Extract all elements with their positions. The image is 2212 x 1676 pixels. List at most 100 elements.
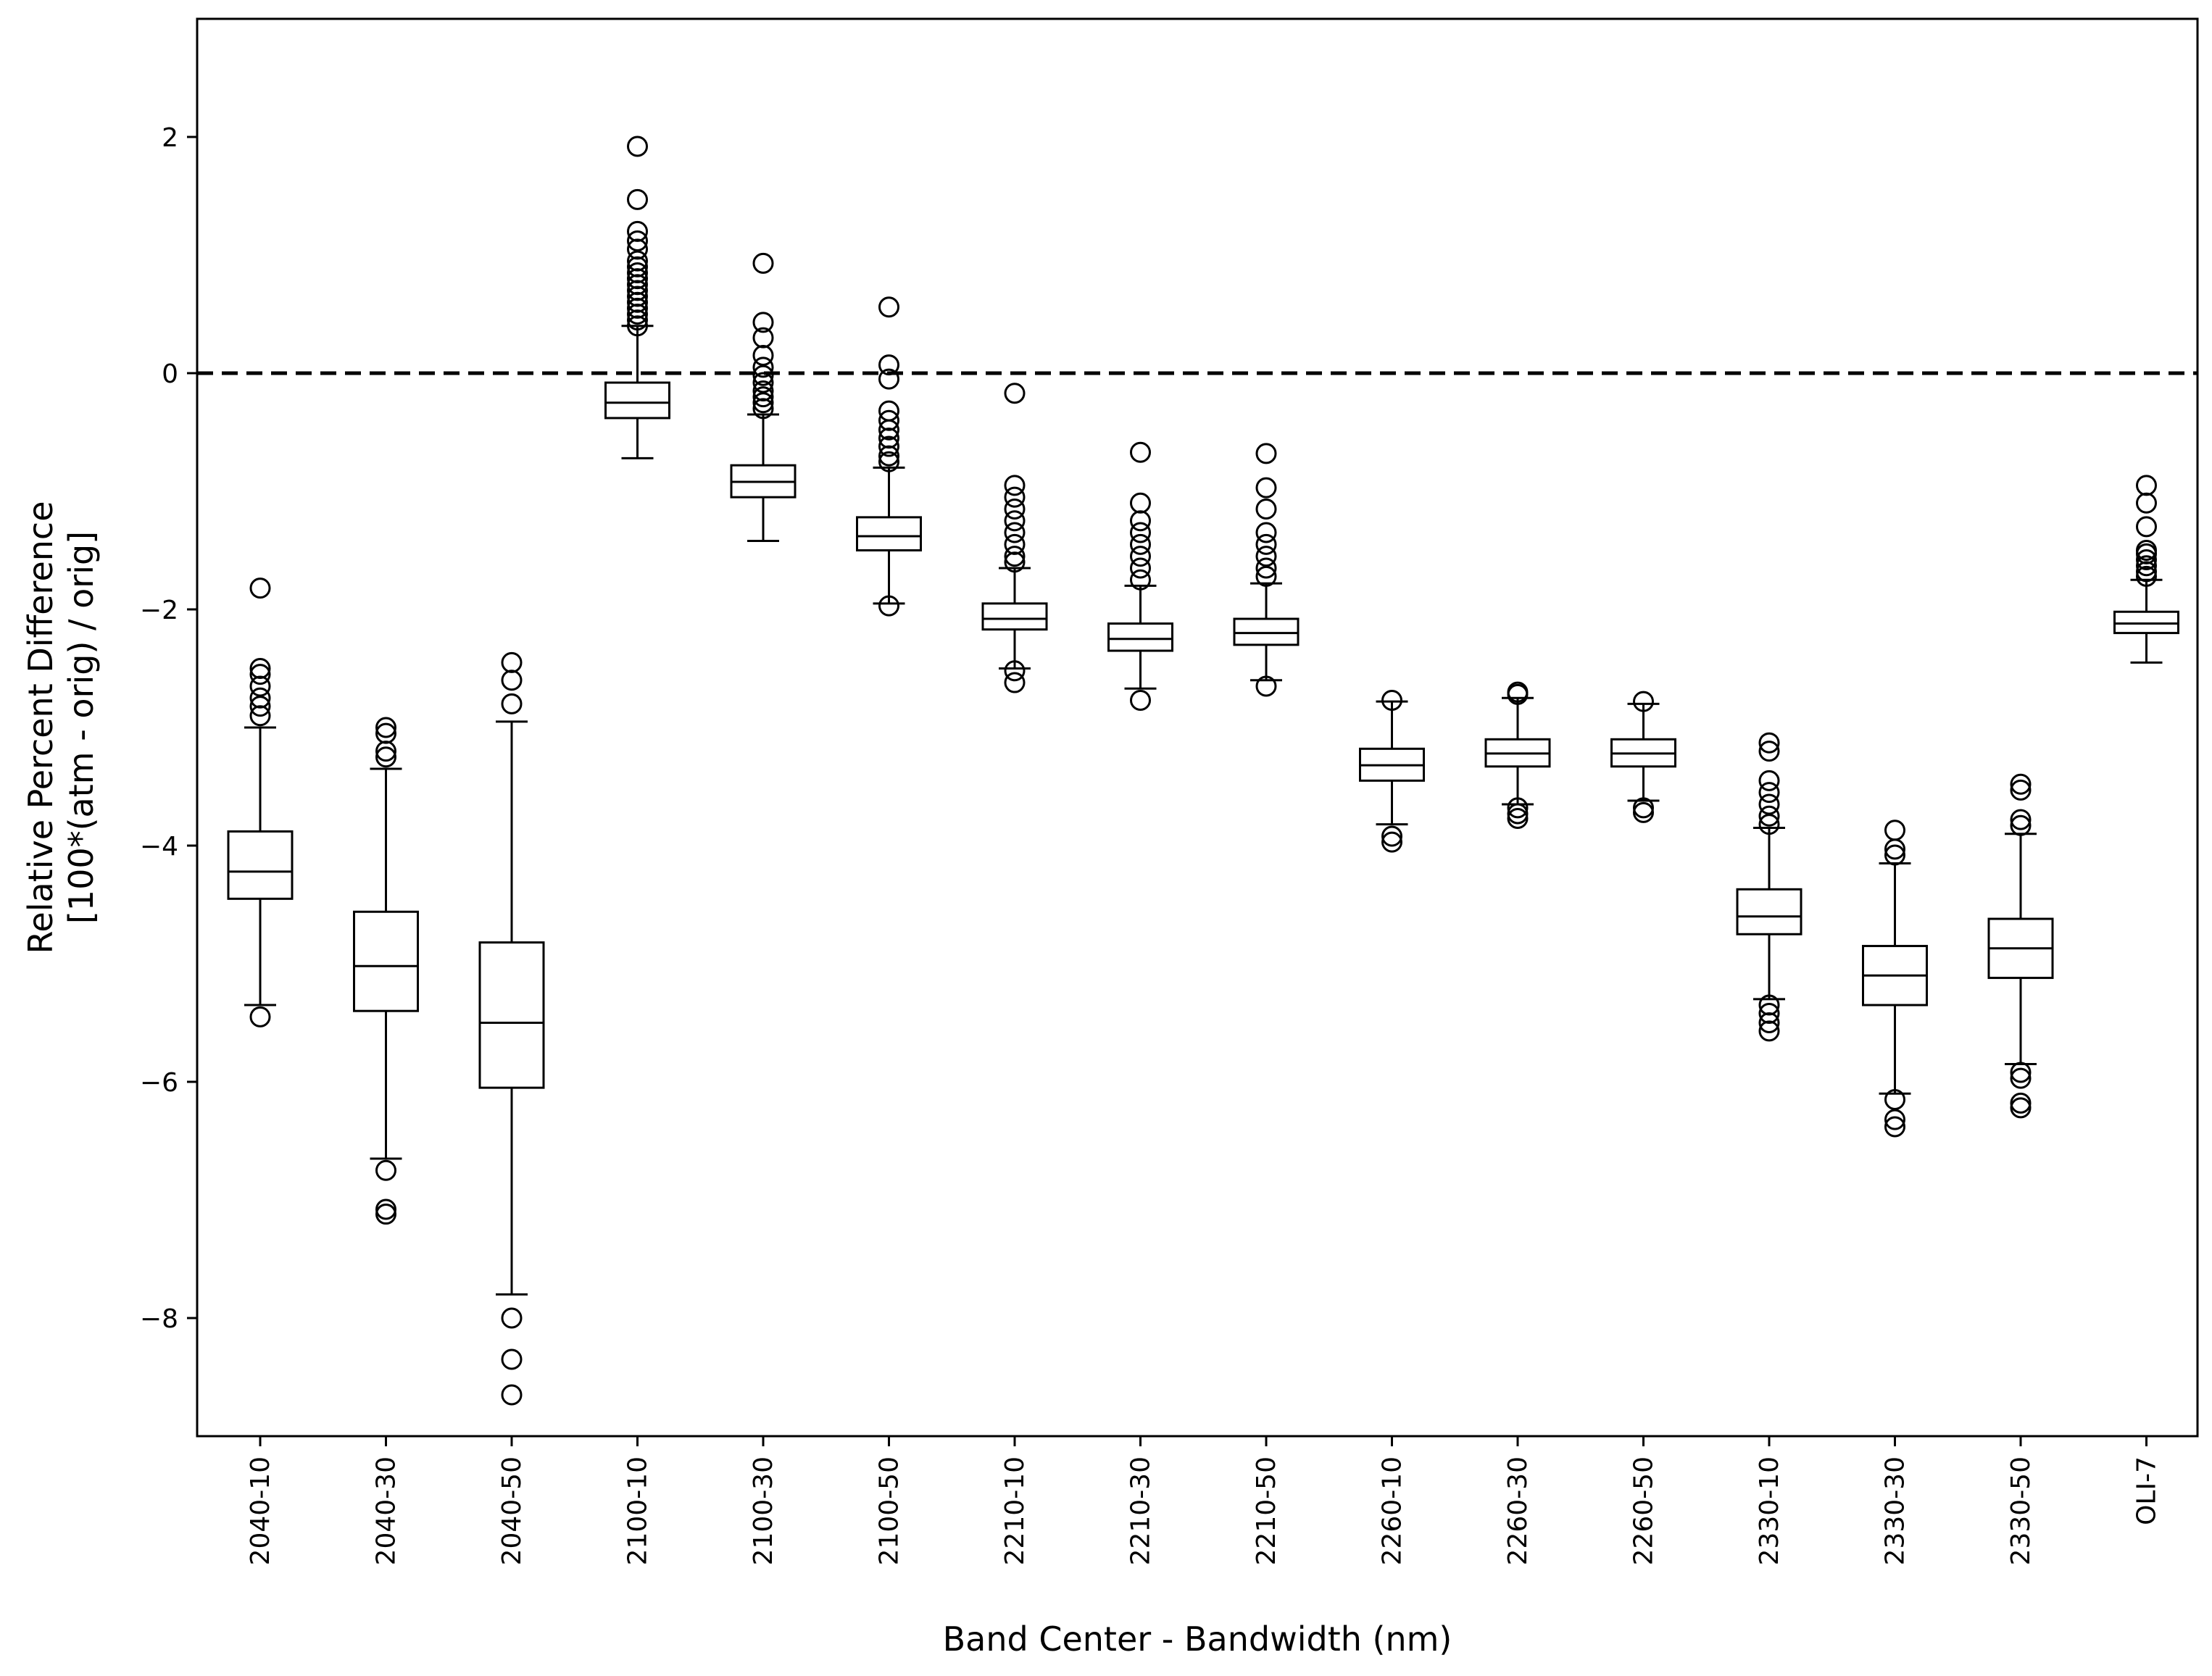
outlier-point bbox=[1130, 510, 1151, 532]
outlier-point bbox=[1004, 510, 1026, 532]
outlier-point bbox=[1130, 690, 1151, 712]
x-tick-label: 2040-50 bbox=[497, 1456, 527, 1565]
plot-area-frame bbox=[196, 17, 2199, 1438]
outlier-point bbox=[1884, 1116, 1905, 1138]
box-2210-50 bbox=[1233, 443, 1300, 697]
x-tick-label: 2040-30 bbox=[372, 1456, 402, 1565]
outlier-point bbox=[878, 451, 899, 472]
iqr-box bbox=[478, 941, 545, 1089]
outlier-point bbox=[1255, 565, 1277, 587]
x-tick-label: 2210-10 bbox=[1000, 1456, 1030, 1565]
outlier-point bbox=[1130, 557, 1151, 579]
outlier-point bbox=[1255, 477, 1277, 499]
outlier-point bbox=[2136, 475, 2157, 496]
outlier-point bbox=[627, 250, 648, 272]
outlier-point bbox=[627, 315, 648, 337]
box-2100-30 bbox=[730, 252, 797, 542]
box-2040-10 bbox=[227, 578, 294, 1027]
outlier-point bbox=[1758, 793, 1780, 815]
outlier-point bbox=[627, 238, 648, 260]
outlier-point bbox=[501, 1348, 523, 1370]
y-tick-label: −8 bbox=[140, 1304, 178, 1334]
outlier-point bbox=[1633, 797, 1654, 819]
iqr-box bbox=[856, 516, 922, 551]
outlier-point bbox=[2010, 809, 2032, 830]
outlier-point bbox=[1758, 805, 1780, 827]
outlier-point bbox=[878, 296, 899, 318]
outlier-point bbox=[627, 280, 648, 301]
outlier-point bbox=[627, 262, 648, 283]
outlier-point bbox=[627, 309, 648, 331]
outlier-point bbox=[1507, 803, 1529, 825]
outlier-point bbox=[1381, 831, 1402, 853]
outlier-point bbox=[878, 400, 899, 422]
outlier-point bbox=[1381, 690, 1402, 712]
outlier-point bbox=[1884, 1109, 1905, 1130]
outlier-point bbox=[1255, 533, 1277, 555]
outlier-point bbox=[1255, 546, 1277, 567]
outlier-point bbox=[1507, 681, 1529, 703]
outlier-point bbox=[627, 285, 648, 307]
outlier-point bbox=[627, 188, 648, 210]
outlier-point bbox=[1004, 498, 1026, 520]
outlier-point bbox=[878, 409, 899, 431]
outlier-point bbox=[752, 364, 774, 386]
outlier-point bbox=[1758, 1020, 1780, 1042]
x-tick-label: OLI-7 bbox=[2132, 1456, 2162, 1525]
outlier-point bbox=[627, 256, 648, 278]
outlier-point bbox=[878, 435, 899, 457]
outlier-point bbox=[1004, 522, 1026, 543]
x-axis-ticks: 2040-10 2040-30 2040-50 2100-10 2100-30 2100-… bbox=[246, 1436, 2162, 1565]
outlier-point bbox=[249, 1006, 271, 1027]
y-tick-label: 2 bbox=[162, 123, 178, 153]
boxes-layer bbox=[227, 136, 2179, 1406]
iqr-box bbox=[353, 910, 419, 1012]
x-tick-label: 2040-10 bbox=[246, 1456, 275, 1565]
outlier-point bbox=[249, 705, 271, 727]
outlier-point bbox=[752, 312, 774, 333]
outlier-point bbox=[501, 670, 523, 691]
x-tick-label: 2330-50 bbox=[2006, 1456, 2036, 1565]
outlier-point bbox=[375, 1204, 396, 1225]
outlier-point bbox=[1758, 782, 1780, 804]
outlier-point bbox=[1758, 1002, 1780, 1024]
outlier-point bbox=[1758, 1012, 1780, 1033]
box-2260-50 bbox=[1610, 691, 1676, 823]
outlier-point bbox=[2010, 1062, 2032, 1083]
outlier-point bbox=[1381, 825, 1402, 847]
x-tick-label: 2100-10 bbox=[623, 1456, 653, 1565]
outlier-point bbox=[627, 268, 648, 290]
outlier-point bbox=[752, 252, 774, 274]
outlier-point bbox=[752, 398, 774, 420]
outlier-point bbox=[375, 1159, 396, 1181]
outlier-point bbox=[1130, 492, 1151, 514]
box-2330-30 bbox=[1862, 820, 1928, 1138]
outlier-point bbox=[2010, 779, 2032, 801]
y-tick-label: −2 bbox=[140, 596, 178, 625]
outlier-point bbox=[1255, 557, 1277, 579]
outlier-point bbox=[627, 136, 648, 157]
y-tick-label: 0 bbox=[162, 359, 178, 389]
outlier-point bbox=[2010, 773, 2032, 795]
outlier-point bbox=[1130, 533, 1151, 555]
x-tick-label: 2210-50 bbox=[1252, 1456, 1281, 1565]
outlier-point bbox=[375, 746, 396, 768]
outlier-point bbox=[1507, 808, 1529, 830]
outlier-point bbox=[249, 696, 271, 717]
x-tick-label: 2260-10 bbox=[1378, 1456, 1408, 1565]
box-2100-10 bbox=[604, 136, 670, 459]
outlier-point bbox=[878, 428, 899, 449]
outlier-point bbox=[752, 357, 774, 378]
outlier-point bbox=[752, 327, 774, 349]
outlier-point bbox=[1758, 732, 1780, 754]
box-2100-50 bbox=[856, 296, 922, 617]
outlier-point bbox=[1758, 994, 1780, 1016]
outlier-point bbox=[1004, 551, 1026, 573]
outlier-point bbox=[375, 1198, 396, 1220]
outlier-point bbox=[1255, 443, 1277, 464]
box-2260-10 bbox=[1359, 690, 1425, 853]
y-tick-label: −6 bbox=[140, 1068, 178, 1098]
outlier-point bbox=[752, 345, 774, 367]
outlier-point bbox=[1884, 1088, 1905, 1110]
box-2260-30 bbox=[1484, 681, 1551, 830]
